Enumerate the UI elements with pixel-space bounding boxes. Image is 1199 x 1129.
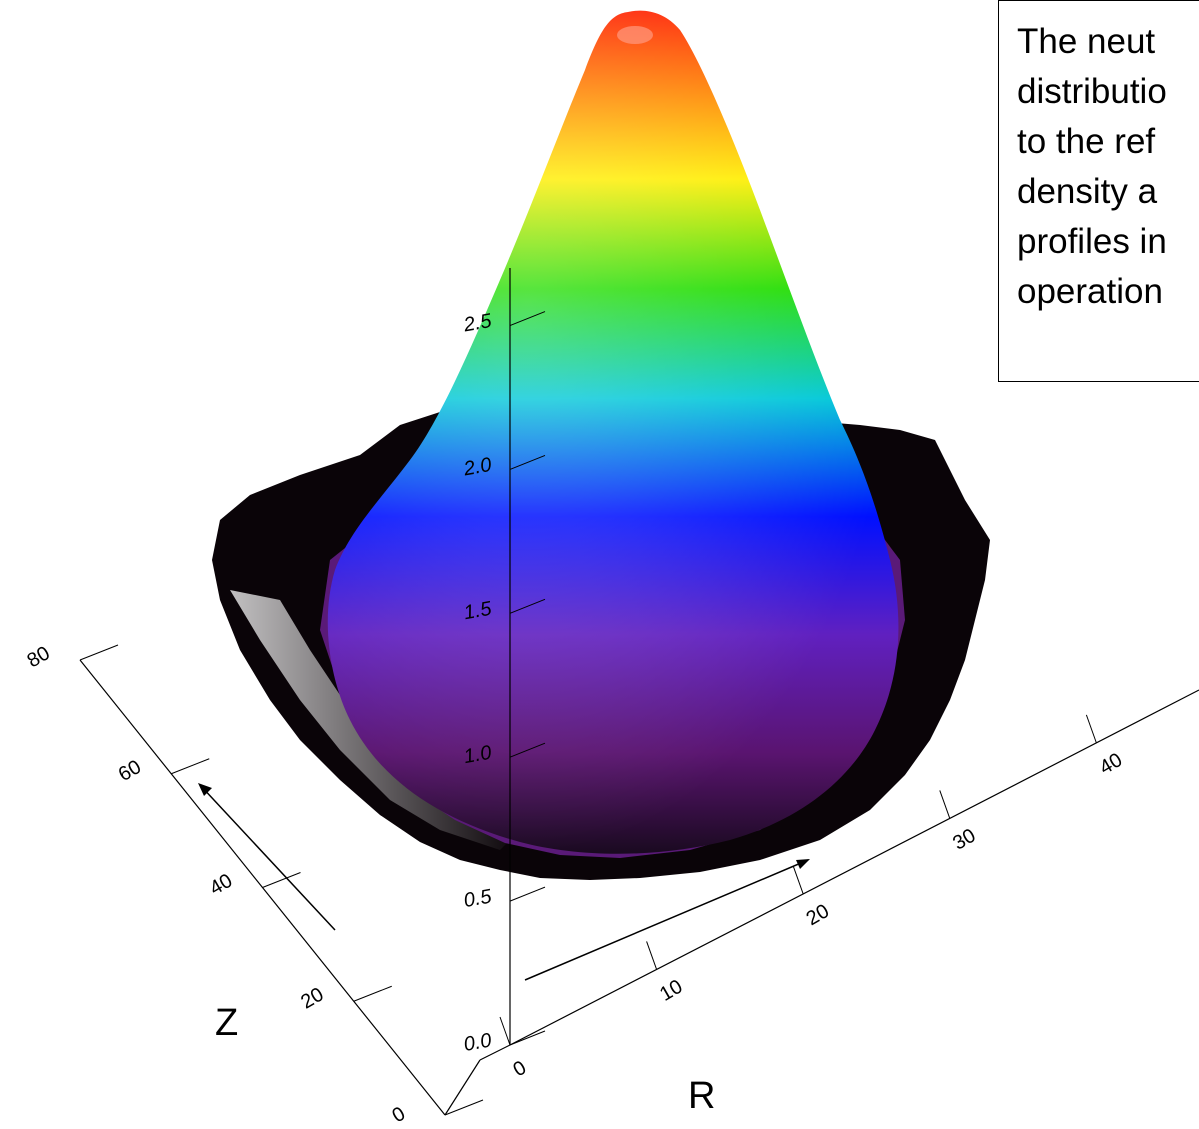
z-axis-label: Z	[215, 1002, 238, 1044]
annotation-line: to the ref	[1017, 117, 1199, 167]
r-tick	[500, 1017, 510, 1045]
base-edge	[445, 1060, 480, 1115]
annotation-line: distributio	[1017, 67, 1199, 117]
density-tick	[510, 887, 545, 901]
z-tick-label: 20	[297, 983, 327, 1013]
z-arrow-head	[198, 783, 212, 796]
annotation-line: operation	[1017, 267, 1199, 317]
z-tick-label: 0	[389, 1103, 410, 1124]
r-tick-label: 30	[949, 825, 979, 855]
r-tick	[1086, 715, 1096, 743]
z-tick-label: 40	[206, 870, 236, 900]
z-tick-label: 60	[115, 756, 145, 786]
z-tick	[171, 759, 209, 774]
density-tick-label: 0.5	[462, 885, 494, 912]
z-tick	[445, 1100, 483, 1115]
surface-top-shine	[617, 26, 653, 44]
annotation-box: The neut distributio to the ref density …	[998, 0, 1199, 382]
annotation-line: The neut	[1017, 17, 1199, 67]
z-tick	[80, 645, 118, 660]
annotation-line: profiles in	[1017, 217, 1199, 267]
r-tick-label: 20	[803, 900, 833, 930]
r-tick	[647, 941, 657, 969]
r-tick	[940, 790, 950, 818]
r-tick-label: 10	[656, 976, 686, 1006]
z-tick	[263, 873, 301, 888]
z-tick	[354, 986, 392, 1001]
density-tick-label: 0.0	[462, 1029, 493, 1055]
annotation-line: density a	[1017, 167, 1199, 217]
density-tick	[510, 1031, 545, 1045]
z-direction-arrow	[200, 785, 335, 930]
r-tick-label: 40	[1096, 749, 1126, 779]
r-tick	[793, 866, 803, 894]
r-arrow-head	[796, 859, 810, 869]
r-tick-label: 0	[510, 1057, 531, 1082]
z-tick-label: 80	[24, 642, 54, 672]
r-axis-label: R	[688, 1075, 715, 1117]
